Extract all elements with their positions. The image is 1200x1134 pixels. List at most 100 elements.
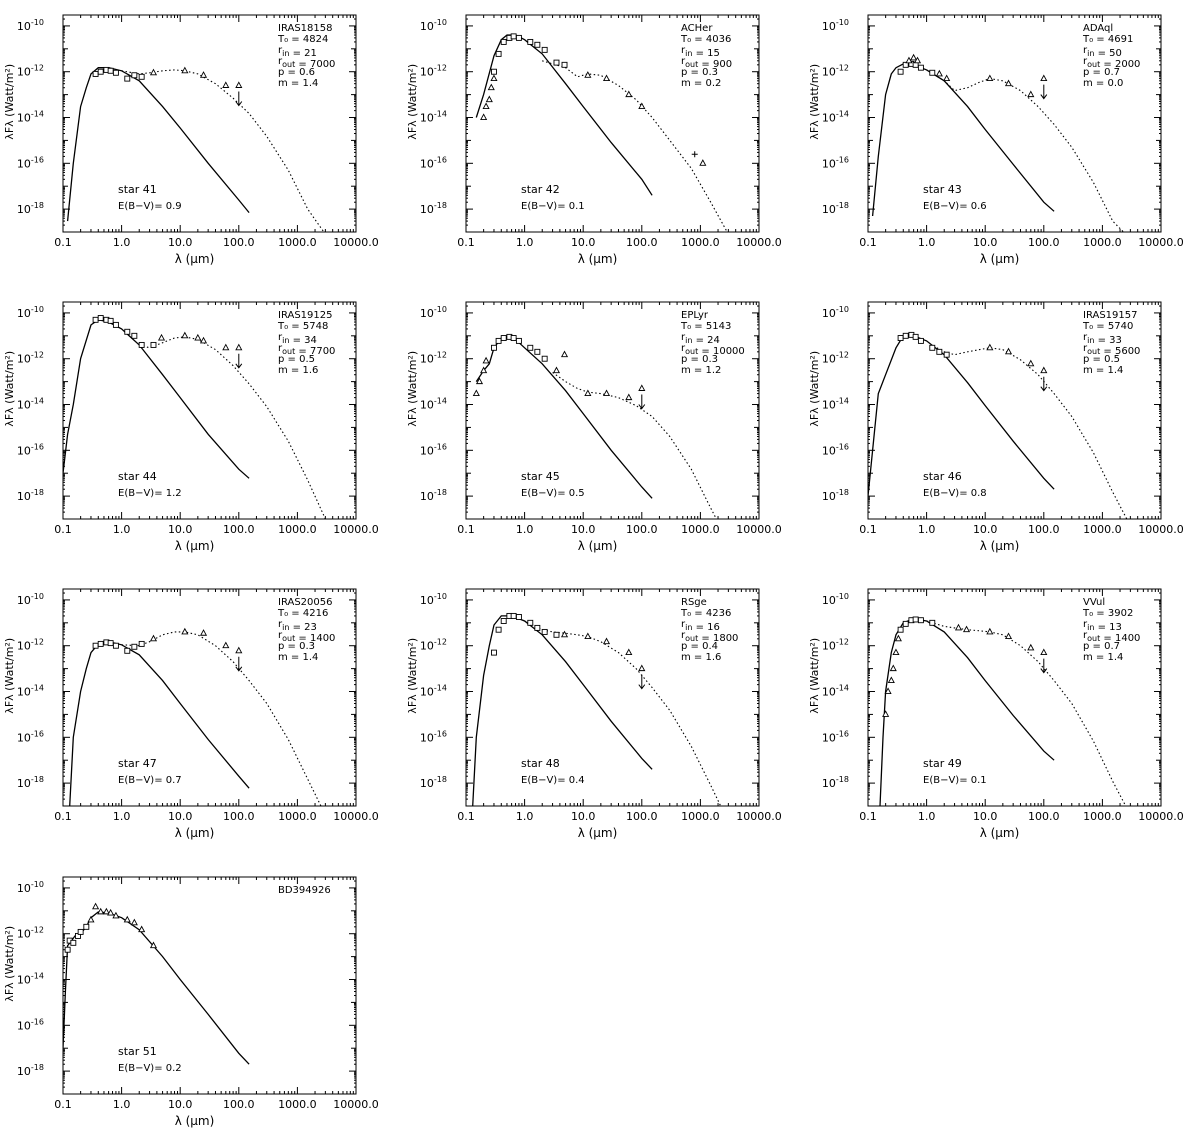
photometry-triangle-marker	[1040, 366, 1048, 374]
curves	[69, 627, 322, 806]
photometry-triangle-marker	[884, 687, 892, 694]
x-tick-label: 10.0	[168, 810, 193, 823]
photometry-square-marker	[912, 616, 919, 623]
reddening-label: E(B−V)= 0.8	[923, 488, 987, 499]
photometry-triangle-marker	[472, 389, 480, 397]
photometry-square-marker	[92, 70, 99, 77]
star-label: star 48	[521, 757, 560, 770]
y-tick-label: 10-14	[420, 110, 447, 125]
photometry-triangle-marker	[584, 71, 592, 78]
y-tick-label: 10-16	[17, 155, 44, 170]
y-tick-label: 10-16	[17, 1017, 44, 1032]
photometry-triangle-marker	[1027, 90, 1035, 98]
curves	[66, 66, 325, 232]
upper-limit-arrow	[1040, 658, 1048, 674]
model-parameter-label: rout = 2000	[1083, 56, 1140, 70]
model-parameter-label: IRAS19125	[278, 310, 333, 321]
photometry-square-marker	[510, 33, 517, 40]
x-tick-label: 10.0	[571, 523, 596, 536]
photometry-square-marker	[515, 614, 522, 620]
photometry-square-marker	[495, 626, 502, 633]
model-parameter-label: rout = 10000	[681, 343, 745, 357]
curves	[871, 53, 1125, 232]
upper-limit-arrow	[235, 91, 243, 107]
photometry-square-marker	[541, 355, 548, 362]
model-parameter-label: T₀ = 4824	[277, 34, 328, 45]
y-tick-label: 10-14	[17, 972, 44, 987]
photometry-triangle-marker	[1040, 74, 1048, 82]
x-axis-title: λ (μm)	[980, 826, 1020, 840]
x-tick-label: 100.0	[1028, 523, 1060, 536]
photometry-triangle-marker	[199, 629, 208, 636]
x-tick-label: 0.1	[457, 523, 475, 536]
plot-frame	[465, 588, 760, 807]
photometry-triangle-marker	[482, 356, 490, 364]
y-tick-label: 10-14	[822, 684, 849, 699]
model-parameter-label: m = 1.6	[278, 365, 318, 376]
star-label: star 46	[923, 470, 962, 483]
y-tick-label: 10-18	[822, 201, 849, 216]
x-tick-label: 1.0	[918, 236, 936, 249]
x-tick-label: 10.0	[571, 236, 596, 249]
photometry-square-marker	[124, 328, 131, 335]
model-parameter-label: IRAS18158	[278, 23, 333, 34]
model-parameter-label: p = 0.5	[278, 354, 315, 365]
sed-panel-4: 0.1 1.0 10.0 100.0 1000.0 10000.0 10-10 10-12 10…	[3, 301, 379, 553]
reddening-label: E(B−V)= 0.1	[923, 775, 987, 786]
model-parameter-label: BD394926	[278, 885, 331, 896]
photometry-triangle-marker	[913, 56, 922, 64]
y-tick-label: 10-10	[17, 880, 44, 895]
model-parameter-label: rin = 33	[1083, 332, 1122, 346]
y-axis-title: λFλ (Watt/m²)	[406, 351, 419, 427]
y-tick-label: 10-16	[420, 729, 447, 744]
y-tick-label: 10-16	[17, 729, 44, 744]
x-tick-label: 0.1	[859, 810, 877, 823]
x-tick-label: 0.1	[457, 236, 475, 249]
photometry-triangle-marker	[199, 71, 208, 78]
photometry-square-marker	[534, 624, 541, 631]
y-tick-label: 10-10	[822, 305, 849, 320]
y-tick-label: 10-14	[17, 397, 44, 412]
x-tick-label: 10.0	[973, 810, 998, 823]
x-tick-label: 1000.0	[1083, 523, 1122, 536]
y-tick-label: 10-10	[420, 305, 447, 320]
upper-limit-arrow	[1040, 376, 1048, 392]
photometry-triangle-marker	[181, 66, 189, 74]
photometry-triangle-marker	[882, 710, 890, 717]
photometry-square-marker	[124, 75, 131, 82]
model-parameter-label: IRAS20056	[278, 597, 333, 608]
curves	[63, 902, 250, 1065]
y-axis-title: λFλ (Watt/m²)	[3, 351, 16, 427]
model-parameter-label: T₀ = 5143	[680, 321, 731, 332]
y-tick-label: 10-12	[17, 64, 44, 79]
y-tick-label: 10-16	[17, 442, 44, 457]
x-tick-label: 10000.0	[333, 523, 379, 536]
photosphere-model-curve	[66, 67, 250, 222]
photometry-square-marker	[541, 628, 548, 635]
photometry-square-marker	[491, 344, 497, 351]
photometry-triangle-marker	[1004, 79, 1013, 87]
x-tick-label: 1.0	[918, 810, 936, 823]
model-parameter-label: p = 0.3	[681, 354, 718, 365]
photometry-square-marker	[510, 612, 517, 619]
photometry-triangle-marker	[1040, 648, 1048, 656]
photometry-square-marker	[534, 41, 541, 48]
x-tick-label: 10000.0	[736, 523, 782, 536]
photosphere-model-curve	[63, 911, 250, 1065]
dust-model-curve	[926, 620, 1127, 806]
plot-frame	[465, 14, 760, 233]
model-parameter-label: T₀ = 5740	[1082, 321, 1133, 332]
reddening-label: E(B−V)= 0.4	[521, 775, 585, 786]
upper-limit-arrow	[638, 394, 646, 410]
photometry-triangle-marker	[149, 68, 158, 76]
star-label: star 43	[923, 183, 962, 196]
y-tick-label: 10-18	[420, 488, 447, 503]
x-tick-label: 10.0	[168, 1098, 193, 1111]
y-tick-label: 10-16	[822, 155, 849, 170]
photometry-square-marker	[124, 647, 131, 654]
x-tick-label: 10000.0	[1138, 810, 1184, 823]
plot-frame	[62, 301, 357, 520]
model-parameter-label: rout = 7700	[278, 343, 335, 357]
model-parameter-label: rin = 24	[681, 332, 720, 346]
dust-model-curve	[524, 620, 722, 806]
